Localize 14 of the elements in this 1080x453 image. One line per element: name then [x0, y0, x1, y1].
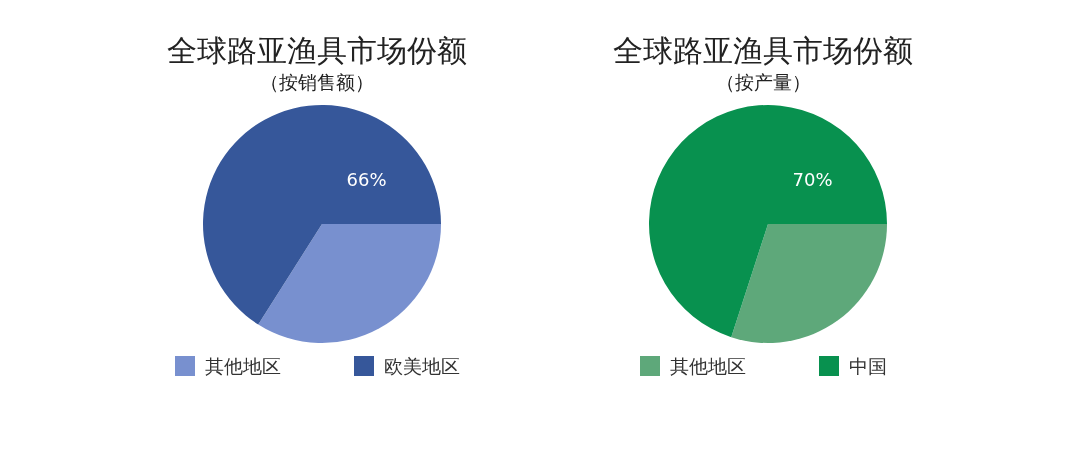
chart-subtitle: （按销售额） [260, 71, 374, 93]
legend-label: 其他地区 [204, 355, 281, 377]
pie-slice [258, 224, 441, 343]
legend-label: 中国 [848, 355, 887, 377]
data-label: 66% [346, 168, 387, 190]
pie-slice [731, 224, 887, 343]
legend-label: 其他地区 [669, 355, 746, 377]
legend-label: 欧美地区 [383, 355, 460, 377]
chart-title: 全球路亚渔具市场份额 [613, 33, 913, 68]
pie-slice [649, 105, 887, 338]
chart-title: 全球路亚渔具市场份额 [167, 33, 467, 68]
chart-subtitle: （按产量） [715, 71, 811, 93]
pie-slice [203, 105, 441, 325]
data-label: 70% [792, 168, 833, 190]
